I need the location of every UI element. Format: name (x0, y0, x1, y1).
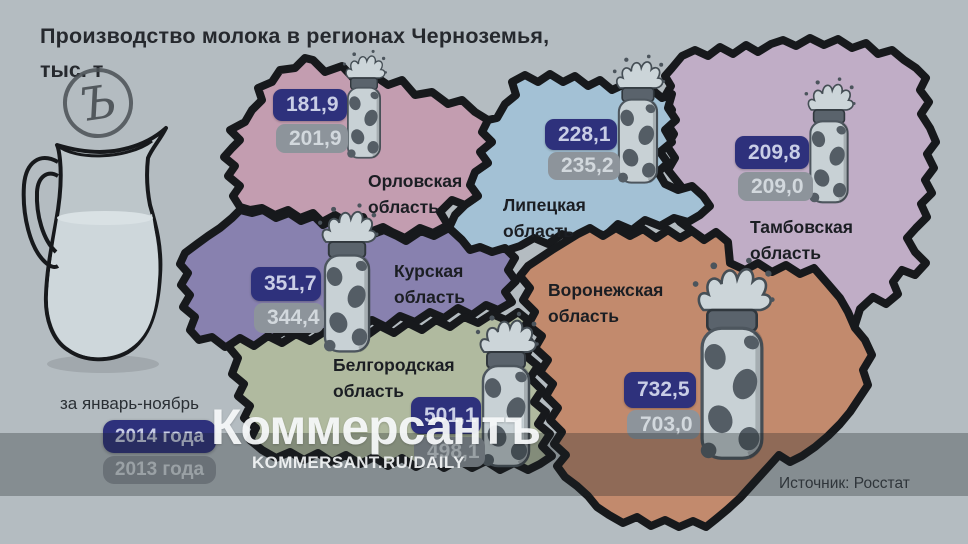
milk-bottle-icon (343, 50, 387, 158)
orel-value-2014-badge: 181,9 (273, 89, 347, 121)
kommersant-site-url: KOMMERSANT.RU/DAILY (252, 453, 465, 472)
tambov-value-2014-badge: 209,8 (735, 136, 809, 169)
kommersant-watermark-logo: Коммерсантъ (211, 399, 541, 455)
milk-bottle-icon (613, 55, 665, 183)
data-source-label: Источник: Росстат (779, 475, 910, 492)
tambov-value-2013-badge: 209,0 (738, 172, 813, 201)
region-lipetsk-label: Липецкая область (503, 195, 586, 241)
orel-value-2013-badge: 201,9 (276, 124, 348, 153)
kursk-value-2014-badge: 351,7 (251, 267, 321, 301)
region-voronezh-label: Воронежская область (548, 280, 664, 326)
region-tambov-label: Тамбовская область (750, 217, 853, 263)
belgorod-value-2013-badge: 498,1 (414, 437, 485, 467)
region-kursk-label: Курская область (394, 261, 465, 307)
voronezh-value-2013-badge: 703,0 (627, 410, 700, 439)
belgorod-value-2014-badge: 501,1 (411, 397, 481, 434)
milk-jug-icon (21, 126, 168, 373)
legend-2014-badge: 2014 года (103, 420, 216, 453)
legend-2013-badge: 2013 года (103, 456, 216, 484)
voronezh-value-2014-badge: 732,5 (624, 372, 696, 408)
region-orel-label: Орловская область (368, 171, 463, 217)
chart-title-line2: тыс. т (40, 58, 104, 82)
legend-period-label: за январь-ноябрь (60, 394, 199, 413)
chart-title-line1: Производство молока в регионах Черноземь… (40, 24, 550, 48)
lipetsk-value-2014-badge: 228,1 (545, 119, 617, 150)
kursk-value-2013-badge: 344,4 (254, 303, 324, 333)
region-voronezh-shape (516, 224, 876, 531)
region-belgorod-label: Белгородская область (333, 355, 455, 401)
lipetsk-value-2013-badge: 235,2 (548, 152, 620, 180)
